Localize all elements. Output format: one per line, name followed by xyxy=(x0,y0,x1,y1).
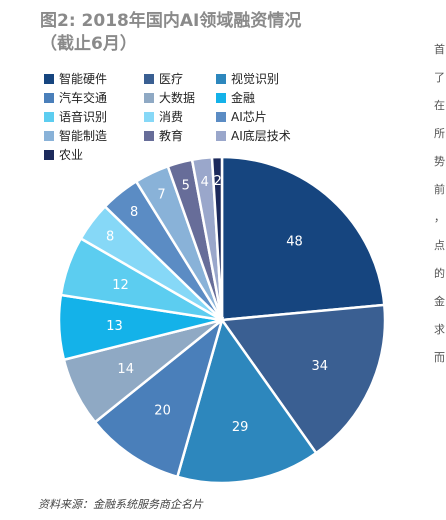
legend-swatch xyxy=(44,149,54,160)
legend-label: 消费 xyxy=(159,110,184,124)
legend-label: 语音识别 xyxy=(59,110,108,124)
legend-item: 大数据 xyxy=(144,89,195,106)
chart-title-line1: 图2: 2018年国内AI领域融资情况 xyxy=(40,11,302,31)
slice-value-label: 14 xyxy=(117,362,134,377)
legend-swatch xyxy=(216,111,226,122)
legend-item: 视觉识别 xyxy=(216,70,279,87)
legend-label: 智能硬件 xyxy=(59,72,108,86)
slice-value-label: 8 xyxy=(106,230,114,245)
slice-value-label: 20 xyxy=(154,404,171,419)
legend-swatch xyxy=(144,73,154,84)
slice-value-label: 7 xyxy=(157,188,165,203)
legend-item: AI底层技术 xyxy=(216,127,291,144)
edge-char: 了 xyxy=(434,71,445,84)
legend-item: 教育 xyxy=(144,127,183,144)
pie-slice xyxy=(219,303,387,455)
edge-char: 前 xyxy=(434,183,445,196)
legend-item: 语音识别 xyxy=(44,108,107,125)
legend-swatch xyxy=(216,73,226,84)
slice-value-label: 29 xyxy=(232,420,249,435)
slice-value-label: 12 xyxy=(112,278,129,293)
slice-value-label: 8 xyxy=(130,205,138,220)
edge-char: 金 xyxy=(434,295,445,308)
legend-label: AI芯片 xyxy=(231,110,267,124)
legend-item: 医疗 xyxy=(144,70,183,87)
legend-label: 医疗 xyxy=(159,72,184,86)
legend-item: AI芯片 xyxy=(216,108,267,125)
legend-row: 农业 xyxy=(44,146,384,165)
legend-row: 智能制造 教育 AI底层技术 xyxy=(44,127,384,146)
slice-value-label: 2 xyxy=(214,174,222,189)
pie-slice xyxy=(175,317,318,485)
edge-char: 所 xyxy=(434,127,445,140)
legend-label: 教育 xyxy=(159,129,184,143)
chart-title-line2: （截止6月） xyxy=(40,34,137,54)
legend-swatch xyxy=(144,130,154,141)
legend-label: 农业 xyxy=(59,148,84,162)
legend-swatch xyxy=(44,73,54,84)
edge-char: 的 xyxy=(434,267,445,280)
chart-title: 图2: 2018年国内AI领域融资情况 （截止6月） xyxy=(40,10,420,56)
slice-value-label: 34 xyxy=(311,359,328,374)
legend-item: 消费 xyxy=(144,108,183,125)
slice-value-label: 13 xyxy=(106,319,123,334)
legend-label: 大数据 xyxy=(159,91,196,105)
chart-legend: 智能硬件 医疗 视觉识别汽车交通 大数据 金融语音识别 消费 AI芯片智能制造 教育 AI底层技… xyxy=(44,70,384,165)
legend-label: 视觉识别 xyxy=(231,72,280,86)
legend-row: 智能硬件 医疗 视觉识别 xyxy=(44,70,384,89)
legend-item: 农业 xyxy=(44,146,83,163)
edge-char: 点 xyxy=(434,239,445,252)
legend-swatch xyxy=(216,130,226,141)
slice-value-label: 4 xyxy=(201,175,209,190)
edge-char: 首 xyxy=(434,43,445,56)
legend-item: 智能制造 xyxy=(44,127,107,144)
legend-swatch xyxy=(216,92,226,103)
pie-slice xyxy=(93,316,225,479)
legend-row: 语音识别 消费 AI芯片 xyxy=(44,108,384,127)
slice-value-label: 5 xyxy=(182,179,190,194)
source-note: 资料来源：金融系统服务商企名片 xyxy=(38,498,203,511)
legend-item: 智能硬件 xyxy=(44,70,107,87)
pie-slice xyxy=(220,155,386,322)
legend-label: 智能制造 xyxy=(59,129,108,143)
legend-swatch xyxy=(44,92,54,103)
legend-label: AI底层技术 xyxy=(231,129,291,143)
legend-swatch xyxy=(44,130,54,141)
pie-slice xyxy=(210,155,224,321)
legend-swatch xyxy=(44,111,54,122)
legend-swatch xyxy=(144,92,154,103)
edge-char: 而 xyxy=(434,351,445,364)
legend-row: 汽车交通 大数据 金融 xyxy=(44,89,384,108)
legend-item: 金融 xyxy=(216,89,255,106)
slice-value-label: 48 xyxy=(286,234,303,249)
edge-char: 在 xyxy=(434,99,445,112)
cropped-side-text: 首了在所势前 ， 点的金求而 xyxy=(434,36,445,372)
legend-swatch xyxy=(144,111,154,122)
legend-label: 金融 xyxy=(231,91,256,105)
edge-char: ， xyxy=(434,211,445,224)
legend-item: 汽车交通 xyxy=(44,89,107,106)
legend-label: 汽车交通 xyxy=(59,91,108,105)
edge-char: 势 xyxy=(434,155,445,168)
edge-char: 求 xyxy=(434,323,445,336)
